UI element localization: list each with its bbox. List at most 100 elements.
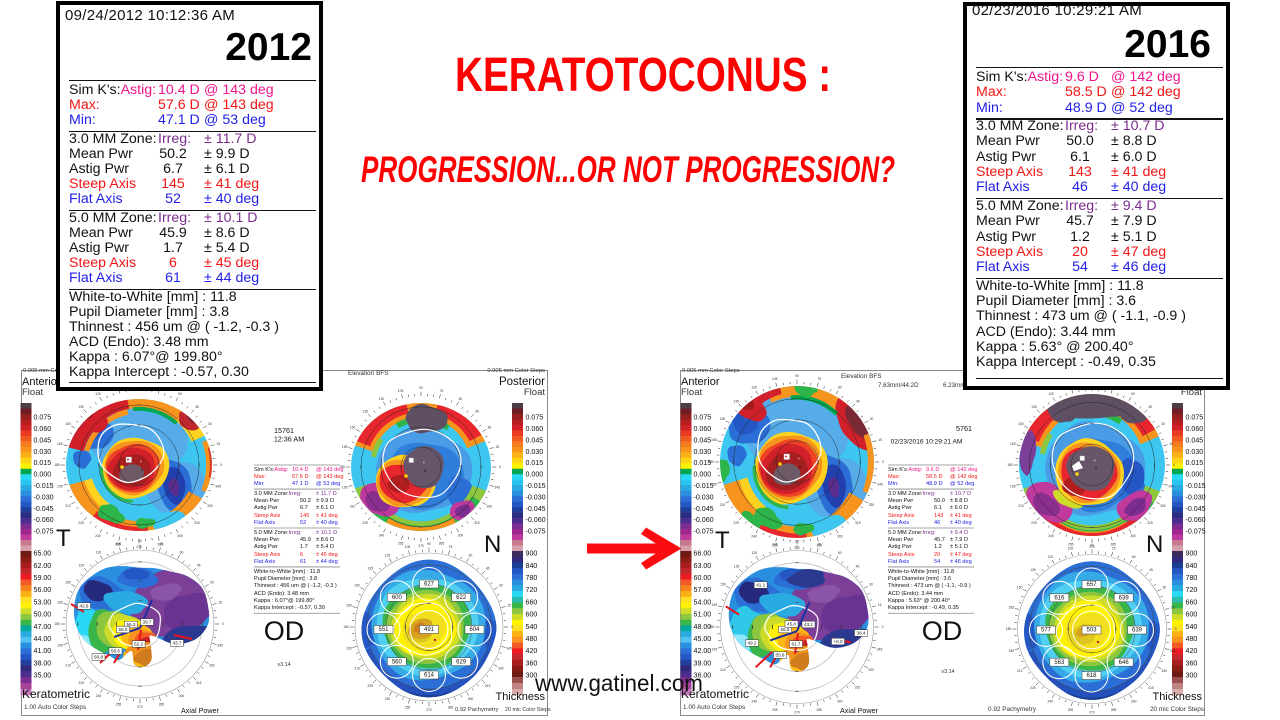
svg-text:300: 300 <box>837 699 843 703</box>
svg-text:345: 345 <box>877 482 883 486</box>
svg-text:30: 30 <box>870 417 874 421</box>
svg-text:15: 15 <box>1169 442 1173 446</box>
svg-text:315: 315 <box>1147 521 1153 525</box>
svg-text:53.00: 53.00 <box>34 598 52 606</box>
svg-text:60: 60 <box>469 553 473 557</box>
svg-text:195: 195 <box>57 644 63 648</box>
svg-text:30: 30 <box>1161 422 1165 426</box>
svg-text:563: 563 <box>1054 660 1065 666</box>
svg-text:60: 60 <box>838 551 842 555</box>
svg-text:39.00: 39.00 <box>694 659 712 667</box>
svg-text:560: 560 <box>392 659 403 665</box>
svg-text:0.045: 0.045 <box>694 436 712 444</box>
svg-text:48.00: 48.00 <box>694 623 712 631</box>
svg-text:330: 330 <box>869 503 875 507</box>
svg-text:330: 330 <box>487 505 493 509</box>
svg-text:45.8: 45.8 <box>787 622 796 627</box>
svg-text:345: 345 <box>1168 484 1174 488</box>
svg-text:240: 240 <box>1048 534 1054 538</box>
svg-text:02/23/2016 10:29:21 AM: 02/23/2016 10:29:21 AM <box>891 439 963 446</box>
svg-text:300: 300 <box>1186 672 1198 680</box>
svg-text:v3.14: v3.14 <box>941 669 954 675</box>
svg-text:0: 0 <box>222 622 224 626</box>
svg-text:315: 315 <box>196 681 202 685</box>
svg-text:540: 540 <box>526 623 538 631</box>
svg-text:0.015: 0.015 <box>526 459 544 467</box>
svg-text:15: 15 <box>1171 606 1175 610</box>
svg-text:150: 150 <box>720 582 726 586</box>
svg-text:285: 285 <box>439 542 445 546</box>
svg-text:330: 330 <box>868 668 874 672</box>
svg-text:0.075: 0.075 <box>34 414 52 422</box>
svg-text:56.3: 56.3 <box>127 622 136 627</box>
svg-text:225: 225 <box>362 521 368 525</box>
svg-text:42.8: 42.8 <box>80 604 89 609</box>
svg-text:x: x <box>424 468 427 473</box>
svg-text:0.030: 0.030 <box>694 448 712 456</box>
svg-text:285: 285 <box>817 543 823 547</box>
svg-text:330: 330 <box>209 664 215 668</box>
svg-text:45: 45 <box>475 409 479 413</box>
svg-text:0.000: 0.000 <box>694 471 712 479</box>
svg-text:780: 780 <box>1186 574 1198 582</box>
svg-text:105: 105 <box>405 545 411 549</box>
svg-text:12:36 AM: 12:36 AM <box>274 435 304 444</box>
svg-text:0.000: 0.000 <box>34 471 52 479</box>
svg-text:195: 195 <box>342 486 348 490</box>
svg-text:-0.060: -0.060 <box>34 516 54 524</box>
svg-text:270: 270 <box>1089 545 1095 549</box>
svg-text:210: 210 <box>65 664 71 668</box>
svg-text:255: 255 <box>1068 542 1074 546</box>
svg-text:420: 420 <box>1186 647 1198 655</box>
svg-text:345: 345 <box>506 647 512 651</box>
svg-text:15: 15 <box>218 601 222 605</box>
svg-text:240: 240 <box>751 535 757 539</box>
svg-text:60: 60 <box>838 386 842 390</box>
svg-text:270: 270 <box>137 705 143 709</box>
svg-text:90: 90 <box>1090 544 1094 548</box>
svg-text:-0.030: -0.030 <box>526 493 546 501</box>
svg-text:52.2: 52.2 <box>134 642 143 647</box>
svg-text:56.00: 56.00 <box>34 586 52 594</box>
svg-text:0.075: 0.075 <box>1186 414 1204 422</box>
svg-text:-0.030: -0.030 <box>34 493 54 501</box>
svg-text:240: 240 <box>751 699 757 703</box>
svg-text:240: 240 <box>379 534 385 538</box>
svg-text:75: 75 <box>817 543 821 547</box>
svg-text:0.015: 0.015 <box>694 459 712 467</box>
svg-text:135: 135 <box>78 405 84 409</box>
svg-text:622: 622 <box>456 595 467 601</box>
svg-text:0.030: 0.030 <box>526 448 544 456</box>
svg-text:480: 480 <box>1186 635 1198 643</box>
svg-text:55.8: 55.8 <box>776 653 785 658</box>
svg-text:240: 240 <box>1047 700 1053 704</box>
svg-text:-0.030: -0.030 <box>1186 493 1206 501</box>
svg-text:x: x <box>141 467 144 472</box>
svg-text:+: + <box>1094 458 1097 463</box>
svg-text:-0.045: -0.045 <box>1186 505 1206 513</box>
svg-text:255: 255 <box>115 542 121 546</box>
svg-text:165: 165 <box>712 603 718 607</box>
svg-text:50.00: 50.00 <box>34 611 52 619</box>
svg-text:0: 0 <box>499 465 501 469</box>
svg-text:120: 120 <box>96 550 102 554</box>
svg-text:300: 300 <box>179 694 185 698</box>
svg-text:240: 240 <box>385 697 391 701</box>
svg-text:315: 315 <box>474 521 480 525</box>
svg-text:0: 0 <box>511 625 513 629</box>
svg-text:45: 45 <box>195 405 199 409</box>
svg-text:75: 75 <box>1112 547 1116 551</box>
svg-text:255: 255 <box>116 702 122 706</box>
svg-text:150: 150 <box>720 417 726 421</box>
svg-text:+: + <box>423 460 426 465</box>
svg-text:65.00: 65.00 <box>34 550 52 558</box>
svg-text:90: 90 <box>138 539 142 543</box>
svg-text:0: 0 <box>882 625 884 629</box>
svg-text:225: 225 <box>1031 521 1037 525</box>
svg-text:105: 105 <box>398 389 404 393</box>
svg-text:660: 660 <box>1186 598 1198 606</box>
svg-text:629: 629 <box>456 659 467 665</box>
svg-text:285: 285 <box>1110 542 1116 546</box>
svg-text:345: 345 <box>877 647 883 651</box>
svg-text:300: 300 <box>526 672 538 680</box>
